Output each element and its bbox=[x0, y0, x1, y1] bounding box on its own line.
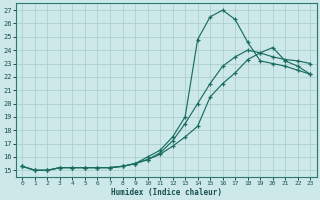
X-axis label: Humidex (Indice chaleur): Humidex (Indice chaleur) bbox=[111, 188, 222, 197]
